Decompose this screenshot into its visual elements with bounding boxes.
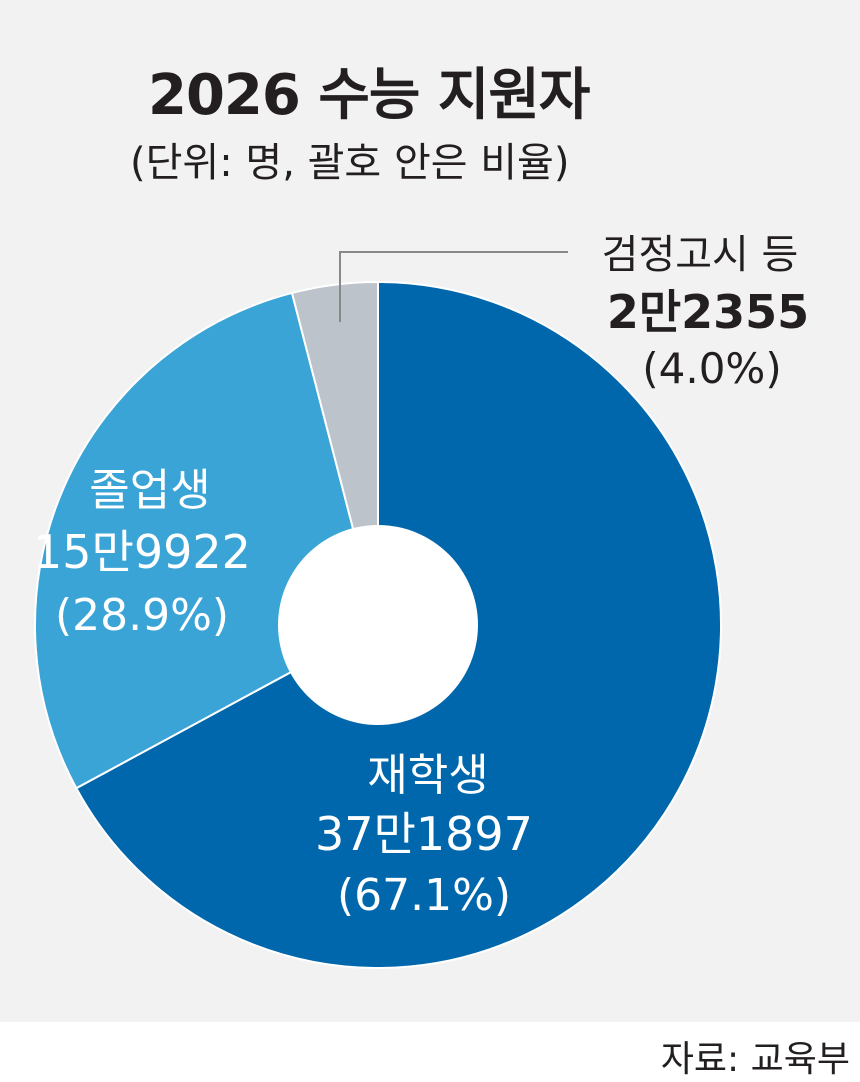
- slice-label-졸업생: 졸업생: [89, 465, 210, 516]
- source-note: 자료: 교육부: [660, 1039, 850, 1080]
- slice-value-검정고시: 2만2355: [607, 285, 809, 339]
- slice-percent-검정고시: (4.0%): [642, 344, 781, 393]
- donut-chart: 재학생 37만1897 (67.1%) 졸업생 15만9922 (28.9%) …: [33, 232, 809, 969]
- chart-subtitle: (단위: 명, 괄호 안은 비율): [130, 140, 570, 186]
- slice-value-졸업생: 15만9922: [33, 525, 251, 579]
- donut-hole: [278, 525, 478, 725]
- chart-title: 2026 수능 지원자: [148, 63, 590, 128]
- slice-percent-재학생: (67.1%): [337, 870, 511, 921]
- leader-line: [339, 251, 568, 322]
- slice-label-재학생: 재학생: [367, 750, 488, 801]
- slice-percent-졸업생: (28.9%): [55, 590, 229, 641]
- slice-label-검정고시: 검정고시 등: [602, 232, 799, 278]
- slice-value-재학생: 37만1897: [315, 807, 533, 861]
